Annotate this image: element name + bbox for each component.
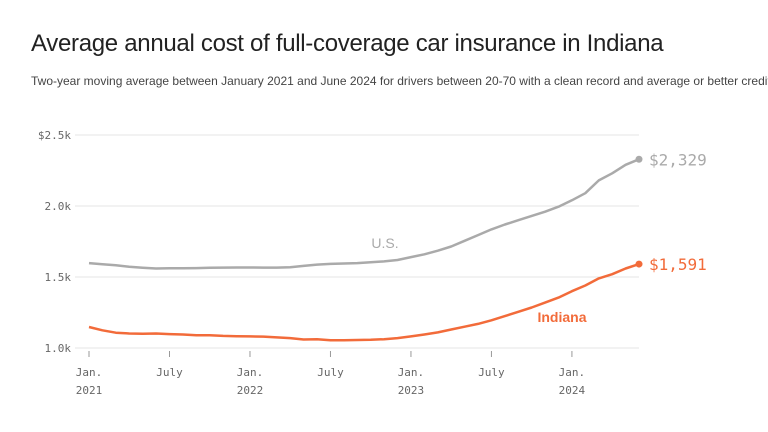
chart-subtitle: Two-year moving average between January … [31,74,768,88]
end-label: $1,591 [649,255,707,274]
end-point [635,260,643,268]
y-tick-label: 1.5k [45,271,72,284]
x-tick-label: Jan. [237,366,264,379]
series-line [88,262,640,342]
x-tick-year: 2023 [398,384,425,397]
x-tick-year: 2021 [76,384,103,397]
x-tick-year: 2022 [237,384,264,397]
x-tick-label: Jan. [76,366,103,379]
y-tick-label: 1.0k [45,342,72,355]
end-point [635,155,643,163]
x-tick-label: July [478,366,505,379]
chart-title: Average annual cost of full-coverage car… [31,30,664,57]
x-tick-label: July [156,366,183,379]
x-tick-label: Jan. [559,366,586,379]
x-tick-label: July [317,366,344,379]
end-label: $2,329 [649,150,707,169]
x-tick-label: Jan. [398,366,425,379]
x-tick-year: 2024 [559,384,586,397]
y-tick-label: 2.0k [45,200,72,213]
y-tick-label: $2.5k [38,129,71,142]
series-label: U.S. [371,235,398,251]
series-line [88,158,640,270]
series-label: Indiana [537,309,586,325]
